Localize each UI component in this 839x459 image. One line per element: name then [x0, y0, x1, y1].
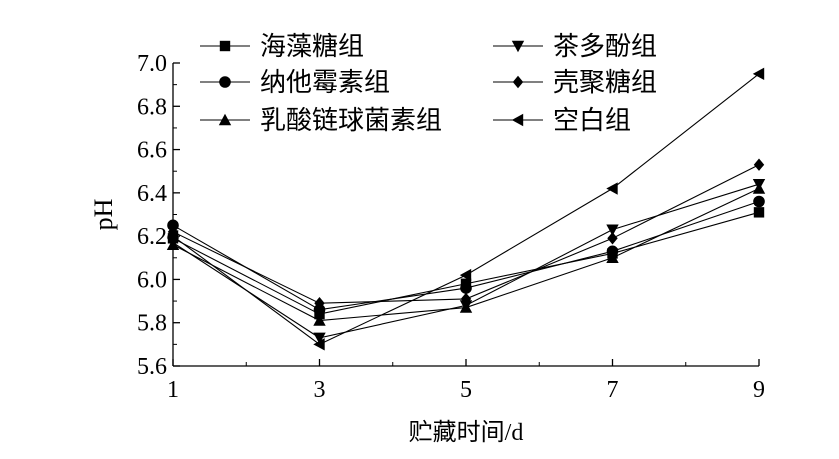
triangle-down-marker	[313, 332, 326, 345]
y-tick-label: 5.6	[137, 354, 167, 380]
legend-item: 海藻糖组	[200, 32, 364, 61]
x-tick-label: 5	[460, 377, 472, 403]
x-tick-label: 9	[753, 377, 765, 403]
series-4	[167, 158, 765, 310]
legend-item: 茶多酚组	[493, 32, 657, 61]
triangle-left-marker	[606, 182, 618, 195]
triangle-up-marker	[218, 113, 232, 126]
series-6	[166, 67, 765, 351]
series-5	[166, 182, 766, 326]
triangle-left-marker	[459, 268, 472, 282]
series-2	[166, 179, 766, 345]
diamond-marker	[314, 297, 325, 310]
circle-marker	[219, 76, 231, 88]
triangle-down-marker	[606, 224, 619, 236]
triangle-up-marker	[313, 314, 326, 326]
y-tick-label: 5.8	[137, 311, 167, 337]
y-tick-label: 7.0	[137, 51, 167, 77]
triangle-up-marker	[752, 182, 766, 194]
circle-marker	[606, 245, 619, 258]
series-layer	[166, 67, 766, 351]
circle-marker	[313, 303, 326, 316]
triangle-left-marker	[752, 67, 765, 81]
triangle-down-marker	[511, 40, 525, 53]
circle-marker	[753, 195, 765, 208]
y-tick-label: 6.4	[137, 181, 167, 207]
y-tick-label: 6.2	[137, 224, 167, 250]
legend-item: 空白组	[493, 106, 631, 135]
diamond-marker	[167, 225, 179, 239]
legend-label: 纳他霉素组	[260, 68, 390, 97]
legend-label: 乳酸链球菌素组	[260, 106, 442, 135]
triangle-up-marker	[459, 301, 473, 313]
y-axis-label: pH	[89, 198, 118, 230]
diamond-marker	[607, 232, 618, 245]
circle-marker	[460, 282, 472, 294]
legend-label: 壳聚糖组	[553, 68, 657, 97]
diamond-marker	[460, 292, 472, 306]
triangle-left-marker	[511, 113, 524, 127]
x-axis-label: 贮藏时间/d	[409, 419, 524, 446]
diamond-marker	[753, 158, 765, 171]
series-line	[172, 183, 760, 339]
y-tick-label: 6.8	[137, 94, 167, 120]
triangle-left-marker	[166, 229, 179, 243]
y-tick-label: 6.0	[137, 267, 167, 293]
x-tick-label: 1	[167, 377, 179, 403]
triangle-up-marker	[606, 251, 619, 263]
x-tick-label: 7	[607, 377, 619, 403]
diamond-marker	[512, 75, 524, 89]
legend-item: 纳他霉素组	[200, 68, 390, 97]
legend-item: 壳聚糖组	[493, 68, 657, 97]
legend-label: 海藻糖组	[260, 32, 364, 61]
square-marker	[753, 207, 765, 218]
legend-label: 空白组	[553, 106, 631, 135]
x-tick-label: 3	[314, 377, 326, 403]
triangle-up-marker	[166, 238, 180, 250]
circle-marker	[167, 219, 179, 232]
legend-item: 乳酸链球菌素组	[200, 106, 442, 135]
legend-label: 茶多酚组	[553, 32, 657, 61]
axes: 5.6 5.8 6.0 6.2 6.4 6.6 6.8 7.0 1 3 5 7 9	[137, 51, 765, 403]
square-marker	[219, 40, 231, 52]
y-tick-label: 6.6	[137, 138, 167, 164]
triangle-left-marker	[313, 338, 325, 351]
